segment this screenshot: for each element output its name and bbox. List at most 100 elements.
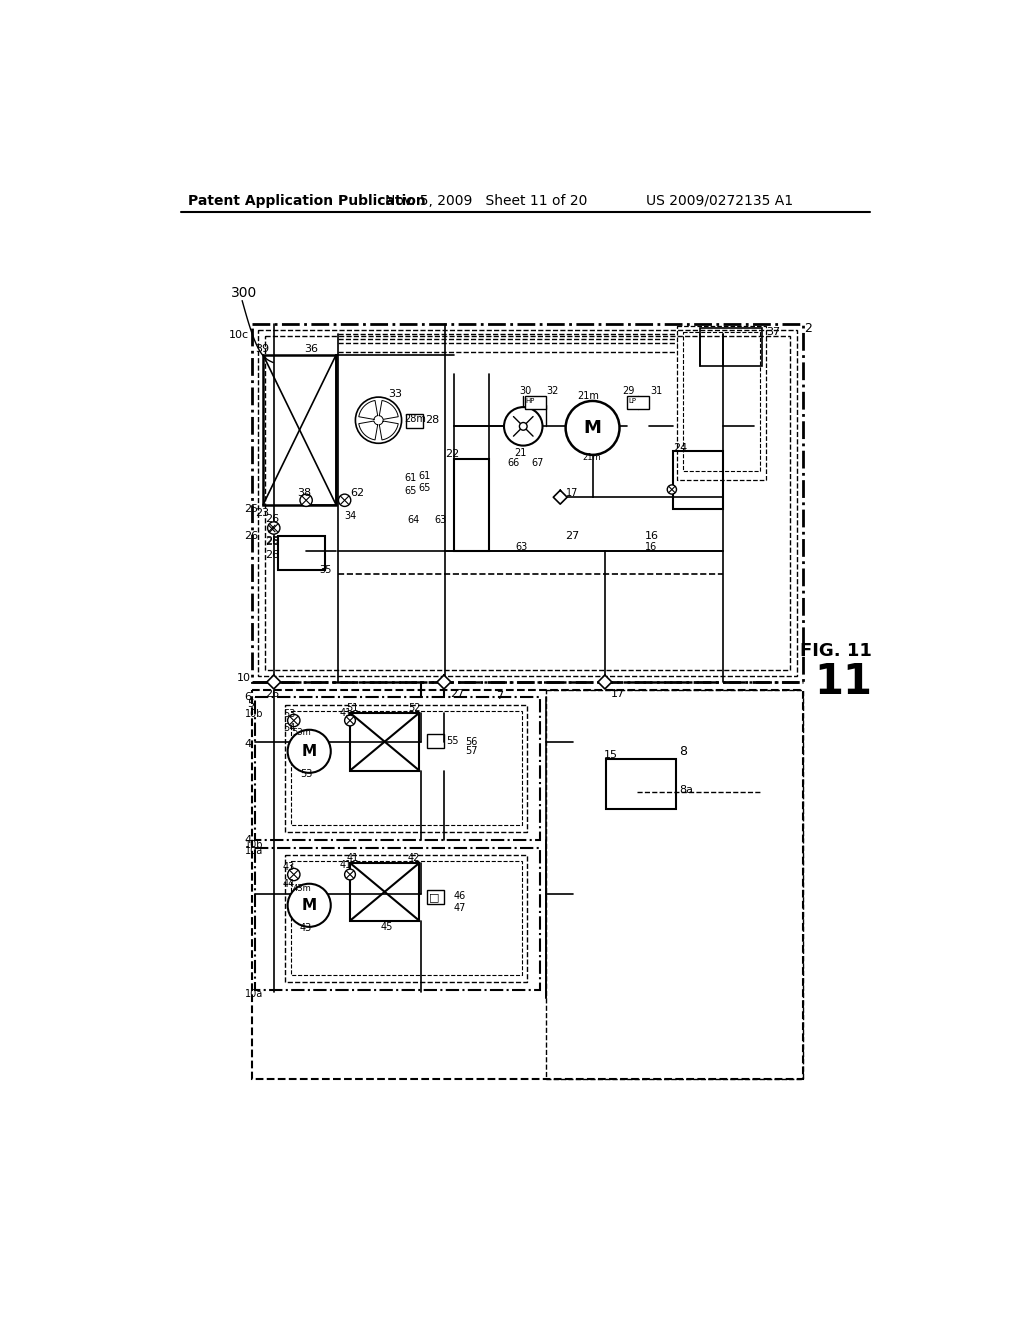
Circle shape	[288, 730, 331, 774]
Text: US 2009/0272135 A1: US 2009/0272135 A1	[646, 194, 794, 207]
Text: 65: 65	[419, 483, 431, 492]
Text: 51: 51	[346, 704, 358, 713]
Text: 67: 67	[531, 458, 544, 467]
Bar	[264, 337, 791, 669]
Circle shape	[267, 521, 280, 535]
Text: □: □	[429, 892, 440, 903]
Bar	[279, 536, 325, 570]
Polygon shape	[598, 675, 611, 689]
Text: 46: 46	[454, 891, 466, 902]
Circle shape	[288, 714, 300, 726]
Bar	[700, 327, 762, 367]
Bar	[285, 855, 527, 982]
Text: 26: 26	[265, 689, 280, 698]
Bar	[454, 459, 488, 552]
Text: 63: 63	[435, 515, 446, 525]
Text: 61: 61	[419, 471, 431, 482]
Bar	[524, 396, 547, 409]
Polygon shape	[437, 675, 451, 689]
Text: 21m: 21m	[583, 453, 601, 462]
Text: 34: 34	[345, 511, 357, 521]
Text: LP: LP	[628, 397, 636, 404]
Text: 31: 31	[650, 385, 663, 396]
Bar	[683, 333, 761, 471]
Text: 27: 27	[565, 531, 580, 541]
Circle shape	[668, 484, 677, 494]
Circle shape	[288, 884, 331, 927]
Text: 29: 29	[622, 385, 634, 396]
Text: 41: 41	[340, 708, 352, 718]
Polygon shape	[553, 490, 567, 504]
Text: 33: 33	[388, 389, 402, 399]
Text: 42: 42	[408, 853, 420, 862]
Text: 38: 38	[297, 488, 311, 499]
Text: 35: 35	[319, 565, 332, 576]
Bar	[628, 396, 649, 409]
Circle shape	[300, 494, 312, 507]
Text: 53: 53	[300, 770, 312, 779]
Text: 28m: 28m	[403, 413, 426, 424]
Bar	[427, 890, 444, 904]
Bar	[255, 847, 541, 990]
Text: 26: 26	[265, 550, 280, 560]
Text: 15: 15	[604, 750, 618, 760]
Text: ×: ×	[265, 523, 276, 536]
Text: 8: 8	[680, 744, 687, 758]
Circle shape	[339, 494, 351, 507]
Bar	[255, 697, 541, 840]
Text: HP: HP	[525, 397, 535, 404]
Text: M: M	[584, 418, 601, 437]
Bar	[407, 414, 423, 428]
Text: 21: 21	[514, 447, 526, 458]
Text: 17: 17	[565, 488, 578, 499]
Text: 10a: 10a	[245, 846, 263, 857]
Bar	[350, 863, 419, 921]
Bar	[291, 711, 521, 825]
Bar	[285, 705, 527, 832]
Text: 64: 64	[408, 515, 420, 525]
Bar	[674, 451, 724, 508]
Text: 22: 22	[444, 449, 459, 459]
Text: 53m: 53m	[292, 729, 311, 738]
Text: 4: 4	[245, 834, 252, 845]
Circle shape	[345, 869, 355, 880]
Text: 26: 26	[245, 531, 259, 541]
Text: 26: 26	[265, 513, 280, 524]
Text: 26: 26	[265, 537, 280, 546]
Text: 36: 36	[304, 345, 317, 354]
Text: 2: 2	[804, 322, 812, 335]
Circle shape	[565, 401, 620, 455]
Text: 11: 11	[814, 661, 872, 704]
Text: 43: 43	[283, 862, 295, 871]
Bar	[427, 734, 444, 748]
Text: 25: 25	[245, 504, 259, 513]
Circle shape	[288, 869, 300, 880]
Text: 10b: 10b	[245, 709, 263, 719]
Bar	[677, 326, 766, 480]
Text: 43: 43	[300, 924, 312, 933]
Text: 4: 4	[245, 739, 252, 748]
Text: 54: 54	[283, 723, 295, 733]
Bar	[606, 759, 676, 809]
Text: 25: 25	[265, 536, 280, 546]
Text: 37: 37	[766, 326, 780, 337]
Text: 10a: 10a	[245, 989, 263, 999]
Text: 47: 47	[454, 903, 466, 912]
Text: 16: 16	[645, 531, 658, 541]
Bar	[252, 323, 803, 682]
Text: 65: 65	[404, 486, 417, 496]
Text: 55: 55	[446, 737, 459, 746]
Text: 57: 57	[466, 746, 478, 756]
Circle shape	[504, 407, 543, 446]
Text: 30: 30	[519, 385, 531, 396]
Text: 10c: 10c	[229, 330, 249, 339]
Text: 17: 17	[611, 689, 626, 698]
Text: 41: 41	[340, 861, 352, 870]
Text: 7: 7	[497, 690, 504, 701]
Text: 24: 24	[674, 444, 688, 453]
Text: 23: 23	[255, 508, 269, 517]
Bar	[258, 330, 797, 676]
Text: 16: 16	[645, 543, 657, 552]
Text: FIG. 11: FIG. 11	[801, 643, 872, 660]
Text: Patent Application Publication: Patent Application Publication	[188, 194, 426, 207]
